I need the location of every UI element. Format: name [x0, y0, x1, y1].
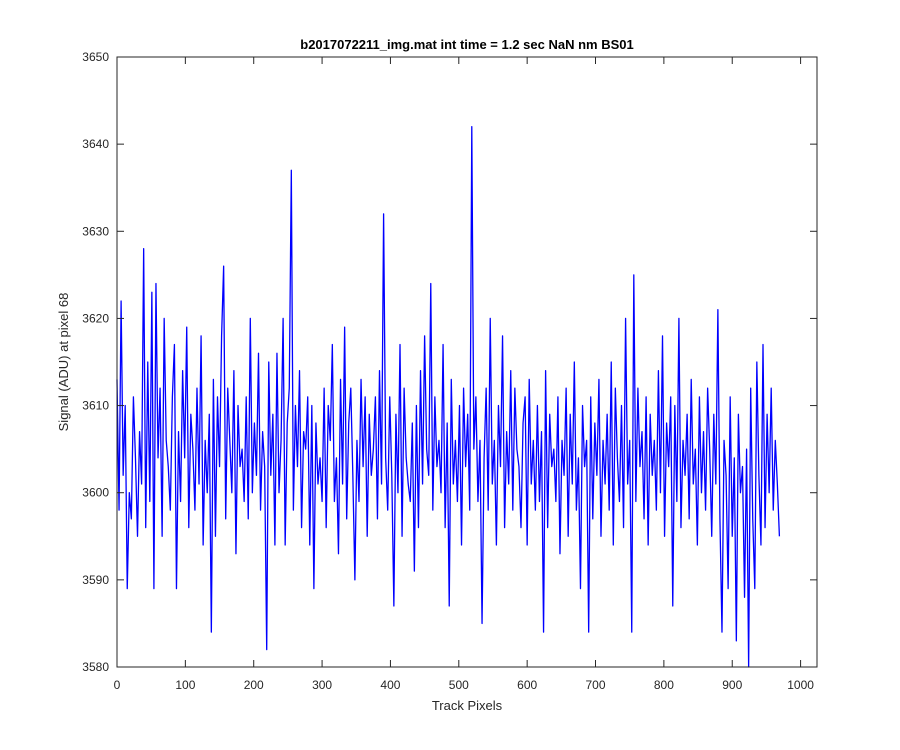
- y-tick-label: 3630: [82, 224, 109, 238]
- x-axis: 0 100 200 300 400 500 600 700 800 900 1000: [114, 57, 814, 692]
- x-tick-label: 500: [449, 678, 469, 692]
- series-line-1: [116, 126, 781, 668]
- x-tick-label: 300: [312, 678, 332, 692]
- y-tick-label: 3650: [82, 50, 109, 64]
- series-layer: [116, 126, 781, 668]
- chart-title: b2017072211_img.mat int time = 1.2 sec N…: [300, 37, 633, 52]
- x-tick-label: 700: [586, 678, 606, 692]
- x-tick-label: 100: [175, 678, 195, 692]
- y-tick-label: 3590: [82, 573, 109, 587]
- x-tick-label: 1000: [787, 678, 814, 692]
- y-axis-label: Signal (ADU) at pixel 68: [56, 293, 71, 432]
- y-axis: 3580 3590 3600 3610 3620 3630 3640 3650: [82, 50, 817, 674]
- x-tick-label: 0: [114, 678, 121, 692]
- y-tick-label: 3580: [82, 660, 109, 674]
- x-tick-label: 400: [380, 678, 400, 692]
- plot-area: [117, 57, 817, 667]
- y-tick-label: 3640: [82, 137, 109, 151]
- y-tick-label: 3620: [82, 311, 109, 325]
- x-tick-label: 200: [244, 678, 264, 692]
- x-tick-label: 800: [654, 678, 674, 692]
- x-axis-label: Track Pixels: [432, 698, 503, 713]
- x-tick-label: 600: [517, 678, 537, 692]
- x-tick-label: 900: [722, 678, 742, 692]
- y-tick-label: 3610: [82, 399, 109, 413]
- axes-box: [116, 56, 818, 668]
- y-tick-label: 3600: [82, 486, 109, 500]
